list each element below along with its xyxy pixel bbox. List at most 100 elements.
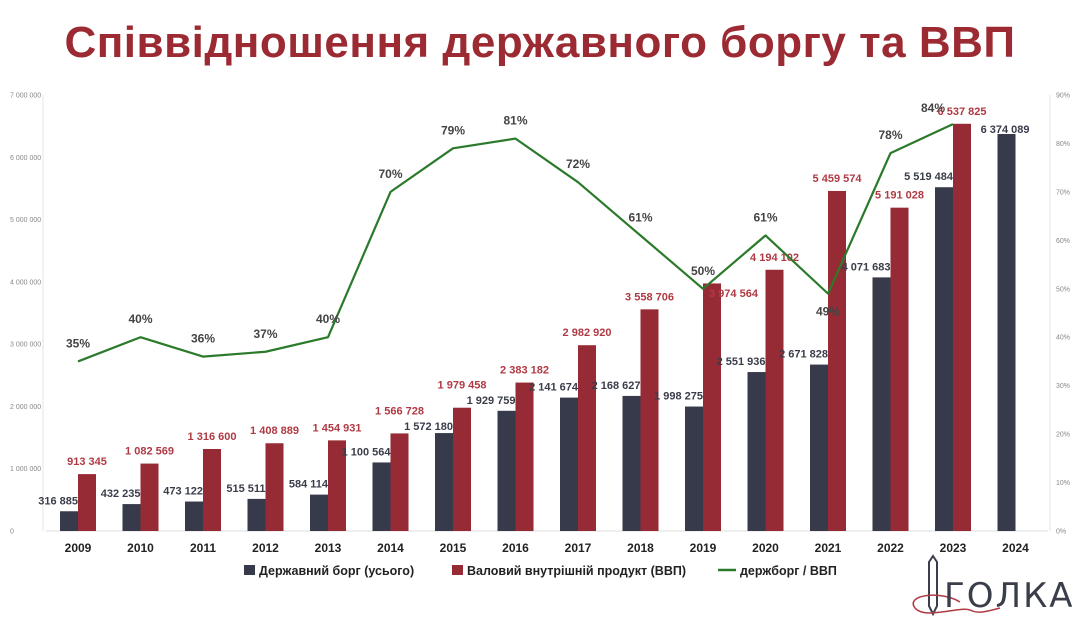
debt-data-label: 2 141 674 (529, 382, 579, 394)
debt-bar (747, 372, 766, 531)
y-right-tick-label: 30% (1056, 383, 1070, 390)
debt-data-label: 2 671 828 (779, 349, 828, 361)
x-tick-label: 2019 (690, 541, 717, 555)
x-tick-label: 2021 (815, 541, 842, 555)
gdp-data-label: 5 191 028 (875, 190, 924, 202)
legend-label: Державний борг (усього) (259, 564, 414, 578)
gdp-data-label: 3 558 706 (625, 291, 674, 303)
x-tick-label: 2022 (877, 541, 904, 555)
y-right-tick-label: 90% (1056, 93, 1070, 100)
debt-bar (310, 494, 328, 531)
ratio-data-label: 72% (566, 157, 590, 171)
y-right-tick-label: 50% (1056, 286, 1070, 293)
y-right-tick-label: 20% (1056, 432, 1070, 439)
gdp-bar (328, 440, 346, 531)
gdp-bar (640, 309, 659, 531)
gdp-data-label: 4 194 102 (750, 252, 799, 264)
debt-data-label: 6 374 089 (981, 124, 1030, 136)
gdp-bar (515, 382, 534, 531)
x-tick-label: 2011 (190, 541, 216, 555)
x-tick-label: 2017 (565, 541, 592, 555)
x-tick-label: 2018 (627, 541, 654, 555)
debt-data-label: 1 572 180 (404, 421, 453, 433)
x-tick-label: 2010 (127, 541, 154, 555)
y-right-tick-label: 0% (1056, 529, 1066, 536)
debt-bar (247, 498, 266, 531)
x-tick-label: 2016 (502, 541, 529, 555)
x-tick-label: 2014 (377, 541, 404, 555)
gdp-bar (578, 345, 596, 531)
gdp-bar (140, 463, 159, 531)
ratio-data-label: 37% (253, 327, 277, 341)
gdp-bar (265, 443, 284, 531)
ratio-data-label: 61% (628, 210, 652, 224)
gdp-data-label: 1 408 889 (250, 425, 299, 437)
ratio-data-label: 36% (191, 332, 215, 346)
x-tick-label: 2012 (252, 541, 279, 555)
debt-bar (872, 277, 891, 531)
x-tick-label: 2009 (65, 541, 92, 555)
gdp-data-label: 3 974 564 (709, 288, 759, 300)
y-left-tick-label: 0 (10, 529, 14, 536)
x-tick-label: 2015 (440, 541, 467, 555)
debt-bar (560, 397, 578, 531)
debt-data-label: 316 885 (38, 495, 78, 507)
debt-bar (935, 187, 953, 531)
legend-swatch (452, 565, 463, 575)
debt-bar (685, 406, 703, 531)
y-left-tick-label: 2 000 000 (10, 404, 41, 411)
debt-bar (810, 364, 828, 531)
debt-bar (122, 504, 141, 531)
ratio-data-label: 79% (441, 123, 465, 137)
ratio-line (77, 123, 954, 363)
gdp-data-label: 1 979 458 (438, 380, 487, 392)
y-right-tick-label: 80% (1056, 141, 1070, 148)
ratio-data-label: 70% (378, 167, 402, 181)
ratio-data-label: 35% (66, 336, 90, 350)
x-tick-label: 2023 (940, 541, 967, 555)
gdp-data-label: 2 383 182 (500, 365, 549, 377)
gdp-bar (765, 269, 784, 531)
gdp-bar (390, 433, 409, 531)
debt-bar (60, 511, 78, 531)
gdp-bar (828, 190, 846, 531)
gdp-bar (453, 407, 471, 531)
gdp-bar (953, 123, 971, 532)
legend-label: держборг / ВВП (740, 564, 837, 578)
y-left-tick-label: 4 000 000 (10, 279, 41, 286)
legend-swatch (244, 565, 255, 575)
gdp-data-label: 1 082 569 (125, 446, 174, 458)
debt-data-label: 1 998 275 (654, 391, 703, 403)
ratio-data-label: 61% (753, 210, 777, 224)
y-right-tick-label: 10% (1056, 480, 1070, 487)
y-right-tick-label: 40% (1056, 335, 1070, 342)
y-right-tick-label: 70% (1056, 189, 1070, 196)
debt-data-label: 1 100 564 (342, 446, 392, 458)
gdp-bar (203, 448, 221, 531)
ratio-data-label: 84% (921, 101, 945, 115)
thread-logo-icon (912, 594, 1001, 614)
gdp-data-label: 1 566 728 (375, 405, 424, 417)
page-title: Співвідношення державного боргу та ВВП (64, 18, 1016, 67)
gdp-data-label: 913 345 (67, 456, 107, 468)
y-right-tick-label: 60% (1056, 238, 1070, 245)
x-tick-label: 2024 (1002, 541, 1029, 555)
debt-data-label: 5 519 484 (904, 171, 954, 183)
y-left-tick-label: 1 000 000 (10, 466, 41, 473)
gdp-data-label: 5 459 574 (813, 173, 863, 185)
y-left-tick-label: 3 000 000 (10, 342, 41, 349)
ratio-data-label: 81% (503, 114, 527, 128)
logo: ГОЛКА (944, 576, 1075, 616)
ratio-data-label: 40% (316, 312, 340, 326)
gdp-data-label: 1 316 600 (188, 431, 237, 443)
needle-logo-icon (928, 554, 938, 617)
x-tick-label: 2020 (752, 541, 779, 555)
debt-data-label: 2 168 627 (592, 380, 641, 392)
y-left-tick-label: 6 000 000 (10, 155, 41, 162)
debt-bar (185, 501, 203, 531)
debt-bar (372, 462, 391, 531)
ratio-data-label: 49% (816, 305, 840, 319)
debt-data-label: 1 929 759 (467, 395, 516, 407)
debt-bar (435, 433, 453, 531)
